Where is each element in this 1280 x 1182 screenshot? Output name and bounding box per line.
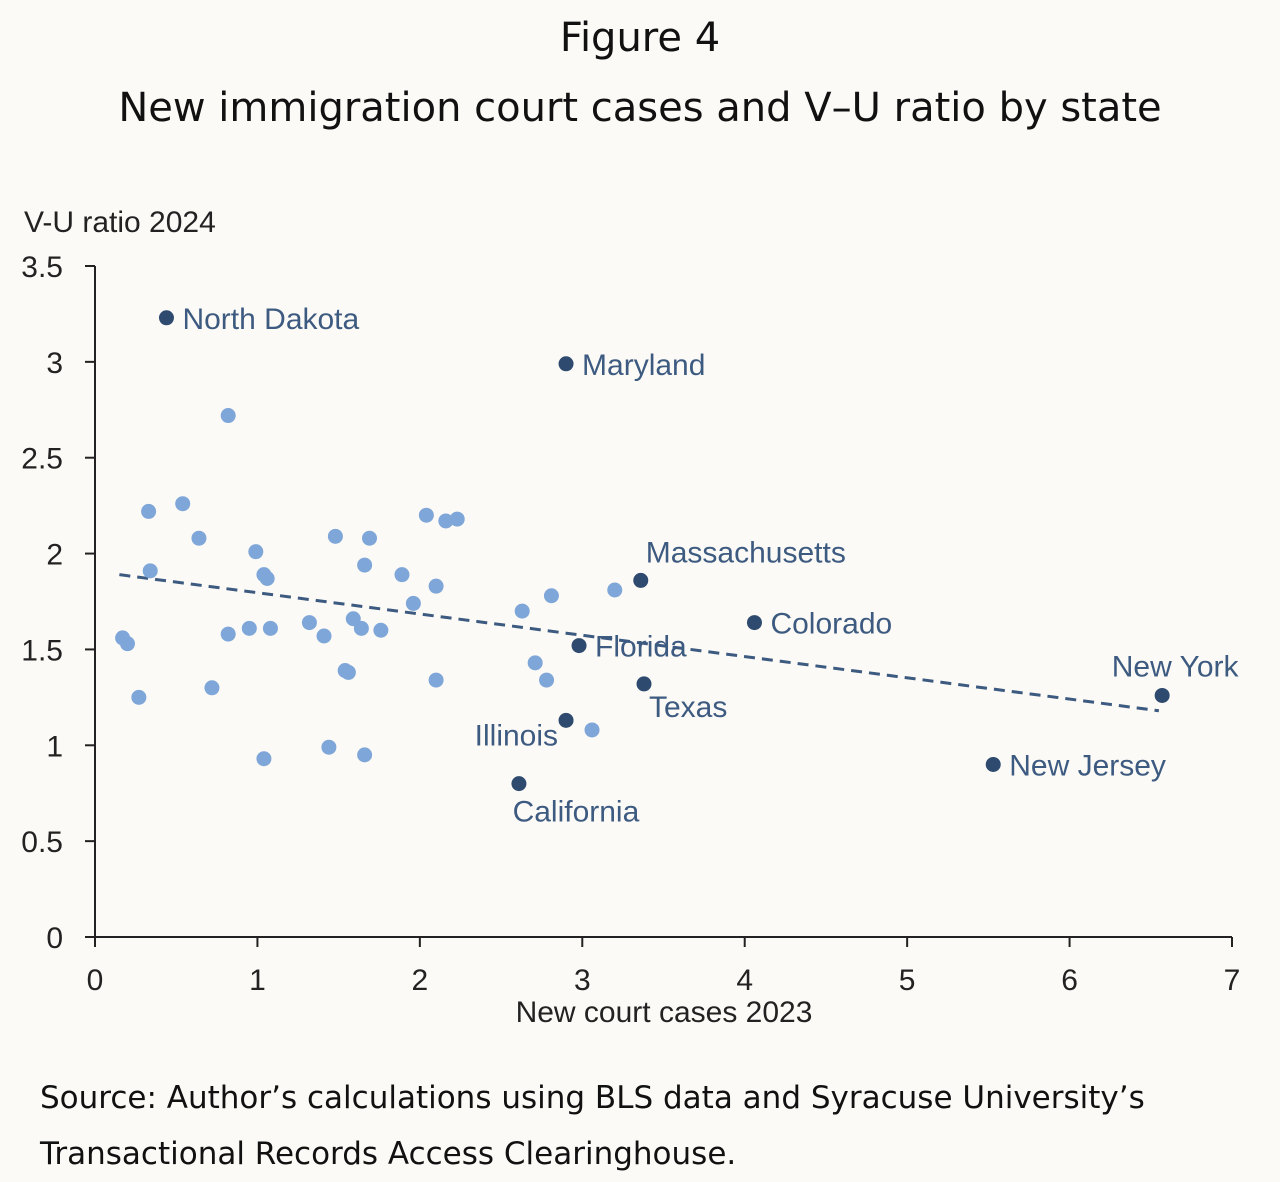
y-tick-label: 2 — [46, 539, 63, 572]
highlighted-point — [633, 572, 649, 588]
scatter-point — [175, 496, 191, 512]
highlighted-point — [1154, 687, 1170, 703]
scatter-point — [131, 689, 147, 705]
scatter-point — [256, 751, 272, 767]
scatter-point — [248, 544, 264, 560]
trendline-segment — [119, 573, 1160, 713]
scatter-point — [119, 636, 135, 652]
scatter-point — [220, 408, 236, 424]
scatter-point — [527, 655, 543, 671]
point-label: New York — [1112, 650, 1240, 683]
x-tick-label: 6 — [1061, 964, 1078, 997]
scatter-point — [340, 664, 356, 680]
scatter-point — [418, 507, 434, 523]
scatter-point — [321, 739, 337, 755]
scatter-chart: V-U ratio 2024 New court cases 2023 0 0.5… — [21, 206, 1240, 1029]
source-line-2: Transactional Records Access Clearinghou… — [40, 1136, 737, 1172]
x-tick-label: 2 — [412, 964, 429, 997]
point-label: Massachusetts — [646, 536, 846, 569]
highlighted-point — [558, 356, 574, 372]
scatter-point — [607, 582, 623, 598]
x-tick-label: 7 — [1224, 964, 1241, 997]
x-tick-label: 3 — [574, 964, 591, 997]
highlighted-point — [558, 712, 574, 728]
y-tick-label: 3.5 — [21, 251, 63, 284]
highlighted-point — [985, 756, 1001, 772]
source-line-1: Source: Author’s calculations using BLS … — [40, 1080, 1145, 1116]
scatter-point — [539, 672, 555, 688]
figure-subtitle: New immigration court cases and V–U rati… — [118, 85, 1162, 131]
scatter-point — [543, 588, 559, 604]
data-points — [115, 310, 1170, 792]
x-tick-label: 5 — [899, 964, 916, 997]
y-axis-title: V-U ratio 2024 — [24, 206, 216, 239]
x-tick-label: 0 — [87, 964, 104, 997]
point-label: California — [513, 796, 640, 829]
scatter-point — [220, 626, 236, 642]
y-tick-label: 3 — [46, 347, 63, 380]
scatter-point — [262, 620, 278, 636]
scatter-point — [449, 511, 465, 527]
scatter-point — [438, 513, 454, 529]
y-tick-label: 0.5 — [21, 826, 63, 859]
highlighted-point — [746, 615, 762, 631]
highlighted-point — [571, 638, 587, 654]
scatter-point — [514, 603, 530, 619]
point-label: North Dakota — [182, 303, 359, 336]
scatter-point — [584, 722, 600, 738]
scatter-point — [191, 530, 207, 546]
point-label: Maryland — [582, 349, 705, 382]
scatter-point — [142, 563, 158, 579]
scatter-point — [394, 567, 410, 583]
scatter-point — [373, 622, 389, 638]
scatter-point — [141, 503, 157, 519]
scatter-point — [327, 528, 343, 544]
scatter-point — [259, 570, 275, 586]
scatter-point — [357, 557, 373, 573]
scatter-point — [353, 620, 369, 636]
highlighted-point — [511, 776, 527, 792]
y-tick-label: 0 — [46, 922, 63, 955]
x-tick-label: 4 — [736, 964, 753, 997]
highlighted-point — [158, 310, 174, 326]
figure-title: Figure 4 — [559, 15, 721, 61]
y-tick-label: 1.5 — [21, 634, 63, 667]
point-label: Illinois — [475, 719, 558, 752]
y-tick-label: 1 — [46, 730, 63, 763]
trendline — [119, 573, 1160, 713]
y-tick-label: 2.5 — [21, 443, 63, 476]
x-axis-title: New court cases 2023 — [516, 996, 813, 1029]
scatter-point — [204, 680, 220, 696]
scatter-point — [428, 672, 444, 688]
point-label: Florida — [595, 631, 687, 664]
axes: 0 0.5 1 1.5 2 2.5 3 3.5 0 1 2 3 4 5 6 7 — [21, 251, 1240, 997]
source-note: Source: Author’s calculations using BLS … — [40, 1070, 1240, 1182]
highlighted-point — [636, 676, 652, 692]
scatter-point — [241, 620, 257, 636]
point-label: Colorado — [770, 608, 892, 641]
x-tick-label: 1 — [249, 964, 266, 997]
point-labels: North Dakota Maryland Massachusetts Colorad… — [182, 303, 1239, 829]
scatter-point — [316, 628, 332, 644]
scatter-point — [362, 530, 378, 546]
scatter-point — [301, 615, 317, 631]
point-label: Texas — [649, 691, 727, 724]
scatter-point — [405, 595, 421, 611]
point-label: New Jersey — [1009, 749, 1166, 782]
scatter-point — [428, 578, 444, 594]
scatter-point — [357, 747, 373, 763]
